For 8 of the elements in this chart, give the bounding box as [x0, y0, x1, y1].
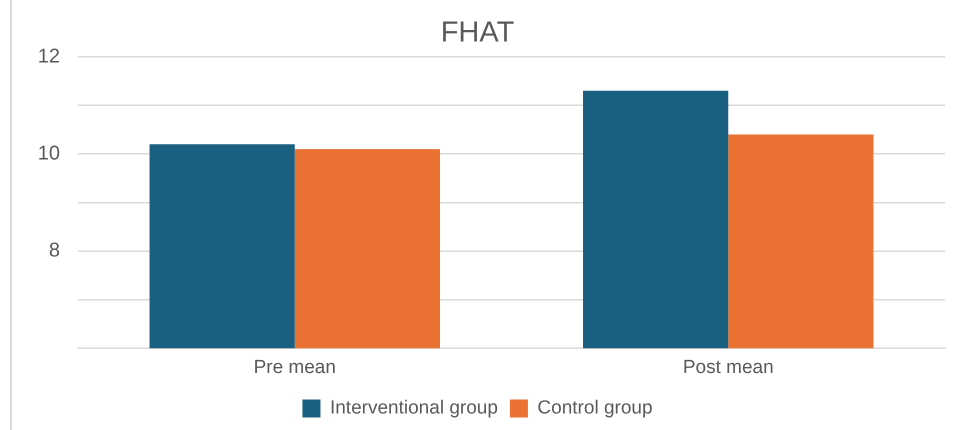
- legend-label: Interventional group: [330, 398, 498, 419]
- x-tick-label: Post mean: [682, 356, 774, 378]
- y-tick-label: 12: [38, 45, 60, 68]
- x-tick-label: Pre mean: [254, 356, 336, 378]
- legend-label: Control group: [537, 398, 653, 419]
- y-tick-label: 8: [48, 240, 60, 262]
- chart-title: FHAT: [440, 16, 515, 48]
- y-tick-label: 10: [38, 142, 60, 164]
